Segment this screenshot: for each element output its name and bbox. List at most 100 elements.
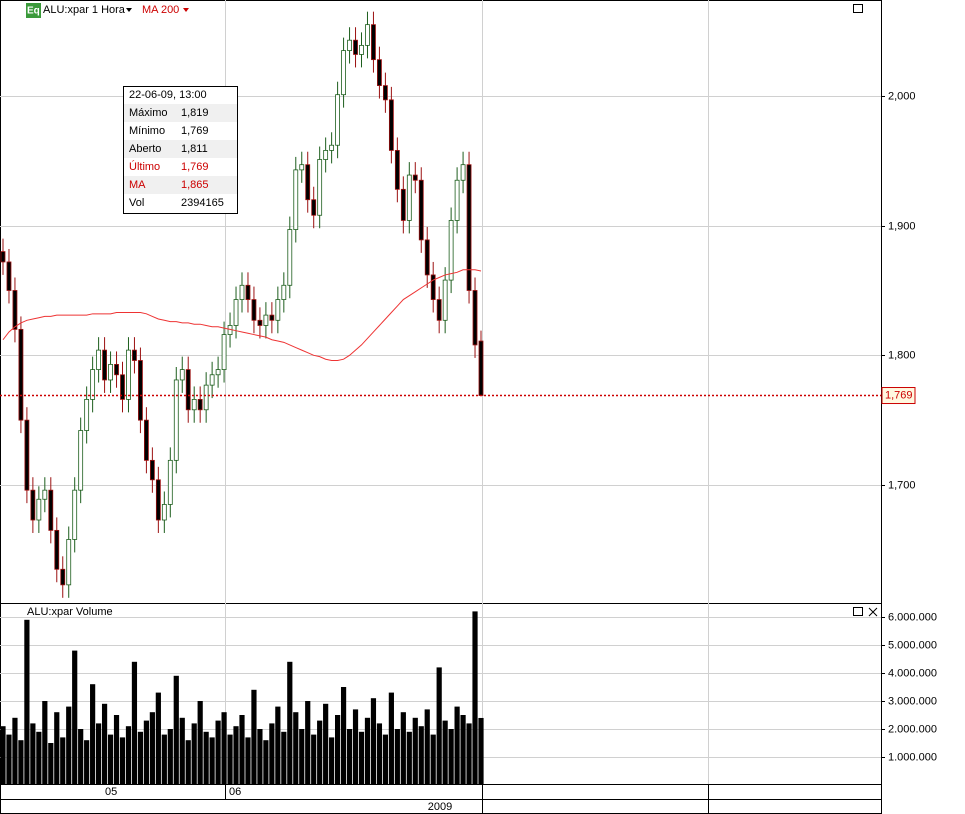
candle-body <box>221 334 227 370</box>
tooltip-value: 1,819 <box>181 107 209 119</box>
icon-label: Eq <box>27 6 40 17</box>
dropdown-arrow[interactable] <box>183 8 189 12</box>
month-label: 06 <box>229 786 241 798</box>
volume-bar <box>203 731 209 785</box>
candle-body <box>412 174 418 181</box>
maximize-button[interactable] <box>853 607 863 616</box>
candle-body <box>120 374 125 400</box>
volume-bar <box>436 667 442 785</box>
volume-bar <box>251 689 257 785</box>
candle-body <box>215 369 221 376</box>
candle-body <box>418 179 424 241</box>
candle-body <box>430 274 436 300</box>
tooltip-value: 2394165 <box>181 197 224 209</box>
tooltip-value: 1,769 <box>181 161 209 173</box>
candle-body <box>281 284 287 300</box>
tooltip-value: 1,865 <box>181 179 209 191</box>
candle-body <box>257 319 263 326</box>
tooltip-label: Vol <box>129 197 144 209</box>
candle-body <box>347 39 352 51</box>
volume-bar <box>394 729 400 785</box>
candle-body <box>371 24 376 61</box>
volume-bar <box>430 734 436 785</box>
candle-body <box>66 539 72 586</box>
dropdown-arrow[interactable] <box>126 8 132 12</box>
candle-body <box>388 99 394 151</box>
y-tick-label: 1,800 <box>888 349 916 361</box>
candle-body <box>149 459 155 481</box>
tooltip-row-bg <box>124 176 237 194</box>
candle-body <box>269 314 275 321</box>
volume-bar <box>66 706 72 785</box>
candle-body <box>424 239 430 276</box>
candle-body <box>299 164 305 171</box>
volume-bar <box>30 723 36 785</box>
volume-title: ALU:xpar Volume <box>27 606 113 618</box>
month-label: 05 <box>105 786 117 798</box>
volume-bar <box>442 720 448 785</box>
volume-bar <box>335 715 341 785</box>
tooltip-label: Máximo <box>129 107 168 119</box>
candle-body <box>18 328 24 421</box>
candle-body <box>42 489 48 500</box>
candle-body <box>436 299 442 321</box>
last-price-box <box>881 387 916 405</box>
volume-bar <box>317 720 323 785</box>
candle-body <box>377 59 382 86</box>
volume-bar <box>90 684 96 785</box>
volume-bar <box>311 734 317 785</box>
candle-body <box>305 164 311 201</box>
candle-body <box>24 419 30 491</box>
candle-body <box>353 39 358 55</box>
candle-body <box>359 44 364 55</box>
volume-bar <box>406 731 412 785</box>
volume-bar <box>287 661 293 785</box>
volume-bar <box>167 729 173 785</box>
volume-bar <box>466 723 472 785</box>
candle-body <box>197 399 203 411</box>
volume-bar <box>84 740 90 785</box>
candle-body <box>329 144 335 151</box>
y-tick-label: 4.000.000 <box>888 667 937 679</box>
volume-bar <box>424 709 430 785</box>
close-button[interactable] <box>868 607 878 617</box>
candle-body <box>48 489 54 531</box>
symbol[interactable]: ALU:xpar 1 Hora <box>43 4 126 16</box>
year-label: 2009 <box>428 801 452 813</box>
volume-bar <box>78 729 84 785</box>
tooltip-label: Último <box>129 160 160 173</box>
volume-bar <box>364 717 371 785</box>
volume-bar <box>299 729 305 785</box>
candle-body <box>466 164 472 291</box>
candle-body <box>143 419 149 461</box>
volume-bar <box>18 740 24 785</box>
volume-bar <box>460 715 466 785</box>
tooltip: 22-06-09, 13:00 Máximo 1,819 Mínimo 1,769 Ab… <box>123 86 238 214</box>
volume-bar <box>60 737 66 785</box>
candle-body <box>239 284 245 300</box>
volume-bar <box>0 726 6 785</box>
y-tick-label: 3.000.000 <box>888 695 937 707</box>
volume-bar <box>263 740 269 785</box>
maximize-button[interactable] <box>853 4 863 13</box>
volume-bar <box>257 729 263 785</box>
candle-body <box>442 279 448 321</box>
volume-bar <box>215 720 221 785</box>
volume-bar <box>12 717 18 785</box>
indicator[interactable]: MA 200 <box>142 4 179 16</box>
candle-body <box>209 374 215 386</box>
candle-body <box>472 290 478 346</box>
candle-body <box>84 399 90 431</box>
volume-bar <box>418 726 424 785</box>
candle-body <box>382 85 388 101</box>
candle-body <box>114 363 119 376</box>
volume-bar <box>340 687 347 785</box>
volume-bar <box>24 619 30 785</box>
candle-body <box>460 164 466 181</box>
volume-bar <box>209 737 215 785</box>
volume-bar <box>131 661 138 785</box>
volume-bar <box>281 731 287 785</box>
volume-bar <box>412 717 418 785</box>
volume-bar <box>233 726 239 785</box>
